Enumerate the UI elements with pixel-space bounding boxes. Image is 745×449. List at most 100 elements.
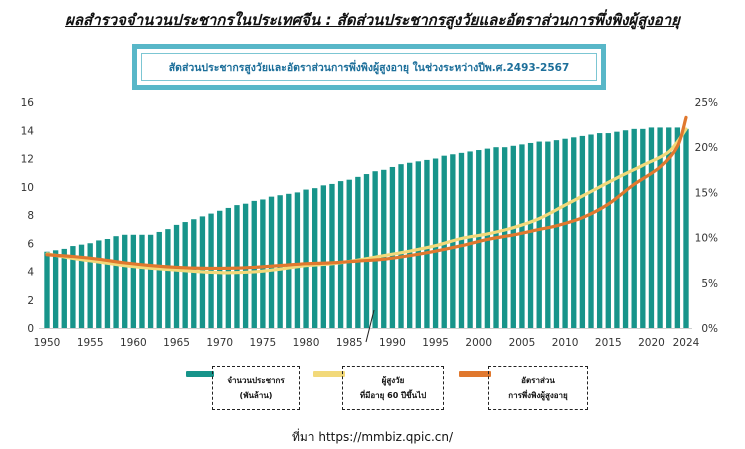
- population-bar-2007: [536, 141, 542, 328]
- population-bar-1999: [467, 151, 473, 328]
- legend-dependency-label-1: อัตราส่วน: [521, 376, 555, 385]
- y-right-tick-5: 5%: [701, 278, 718, 290]
- x-tick-1975: 1975: [250, 337, 277, 349]
- x-tick-1985: 1985: [336, 337, 363, 349]
- population-bar-1976: [268, 196, 275, 328]
- x-tick-1980: 1980: [293, 337, 320, 349]
- population-bar-1953: [70, 246, 76, 328]
- population-bar-1995: [432, 158, 439, 328]
- legend-population-label-1: จำนวนประชากร: [227, 376, 285, 385]
- x-tick-1955: 1955: [77, 337, 104, 349]
- population-bar-1963: [156, 231, 162, 328]
- y-left-tick-16: 16: [21, 97, 35, 109]
- population-bar-1986: [355, 176, 361, 328]
- population-bar-1957: [104, 239, 111, 328]
- population-bar-2024: [683, 128, 689, 328]
- population-bar-1979: [294, 192, 301, 328]
- population-bar-1960: [130, 234, 137, 328]
- population-bar-1982: [320, 185, 326, 328]
- population-bar-2018: [631, 128, 637, 328]
- population-bar-1959: [122, 234, 128, 328]
- population-bar-2012: [579, 135, 586, 328]
- population-chart: 0 2 4 6 8 10 12 14 16 0% 5% 10% 15% 20% 25% 1950 1955 196…: [21, 97, 718, 349]
- population-bar-1978: [286, 193, 292, 328]
- x-tick-1965: 1965: [163, 337, 190, 349]
- population-bar-2004: [510, 145, 516, 328]
- population-bar-2008: [545, 141, 551, 328]
- y-left-tick-8: 8: [27, 210, 34, 222]
- population-bar-1961: [139, 234, 145, 328]
- chart-lines: [45, 115, 688, 275]
- population-bar-1989: [381, 169, 387, 328]
- legend-elderly-label-2: ที่มีอายุ 60 ปีขึ้นไป: [359, 391, 427, 400]
- population-bar-2014: [596, 133, 603, 328]
- elderly-share-line: [45, 127, 688, 275]
- population-bar-2016: [614, 131, 620, 328]
- x-tick-1950: 1950: [34, 337, 61, 349]
- population-bar-1992: [407, 162, 413, 328]
- population-bar-1993: [415, 161, 421, 328]
- y-right-tick-10: 10%: [695, 233, 718, 245]
- population-bar-2000: [476, 150, 482, 328]
- x-tick-1970: 1970: [206, 337, 233, 349]
- population-bar-1977: [277, 195, 283, 328]
- y-left-tick-0: 0: [27, 323, 34, 335]
- legend-population-swatch: [186, 371, 214, 377]
- population-bar-1962: [147, 234, 154, 328]
- population-bar-2017: [622, 130, 629, 328]
- population-bar-1964: [165, 229, 171, 329]
- x-tick-1995: 1995: [422, 337, 449, 349]
- dependency-ratio-line: [45, 115, 688, 271]
- population-bar-2020: [648, 127, 655, 329]
- population-bar-1955: [87, 243, 93, 328]
- legend-population: จำนวนประชากร (พันล้าน): [212, 366, 300, 410]
- population-bar-2023: [674, 127, 681, 329]
- y-left-tick-12: 12: [21, 154, 34, 166]
- legend-elderly: ผู้สูงวัย ที่มีอายุ 60 ปีขึ้นไป: [342, 366, 444, 410]
- population-bar-1975: [260, 199, 266, 328]
- population-bar-1998: [458, 152, 465, 328]
- chart-title: สัดส่วนประชากรสูงวัยและอัตราส่วนการพึ่งพ…: [168, 61, 570, 74]
- population-bar-1983: [329, 183, 335, 328]
- population-bar-1980: [303, 189, 309, 328]
- population-bar-2015: [605, 133, 611, 328]
- legend-elderly-label-1: ผู้สูงวัย: [381, 376, 405, 385]
- population-bar-2022: [666, 127, 672, 329]
- population-bar-1958: [113, 236, 119, 328]
- x-tick-2015: 2015: [595, 337, 622, 349]
- chart-title-banner-inner: สัดส่วนประชากรสูงวัยและอัตราส่วนการพึ่งพ…: [141, 53, 597, 81]
- x-tick-2020: 2020: [638, 337, 665, 349]
- source-caption: ที่มา https://mmbiz.qpic.cn/: [291, 430, 454, 444]
- population-bar-1981: [312, 188, 318, 328]
- population-bar-1952: [61, 248, 67, 328]
- y-right-tick-20: 20%: [695, 142, 718, 154]
- y-left-tick-2: 2: [27, 295, 34, 307]
- population-bars: [44, 127, 689, 329]
- population-bar-1990: [389, 166, 396, 328]
- x-tick-1990: 1990: [379, 337, 406, 349]
- x-tick-2000: 2000: [465, 337, 492, 349]
- y-right-tick-25: 25%: [695, 97, 718, 109]
- population-bar-1951: [52, 250, 59, 328]
- x-tick-2005: 2005: [509, 337, 536, 349]
- population-bar-1950: [44, 251, 50, 328]
- y-left-tick-14: 14: [21, 125, 35, 137]
- population-bar-2019: [640, 128, 646, 328]
- y-right-tick-0: 0%: [701, 323, 718, 335]
- population-bar-1991: [398, 164, 404, 328]
- chart-axes: 0 2 4 6 8 10 12 14 16 0% 5% 10% 15% 20% 25% 1950 1955 196…: [21, 97, 718, 349]
- x-tick-1960: 1960: [120, 337, 147, 349]
- pointer-line: [365, 309, 375, 343]
- population-bar-1994: [424, 159, 430, 328]
- population-bar-1965: [173, 224, 180, 328]
- legend-dependency: อัตราส่วน การพึ่งพิงผู้สูงอายุ: [488, 366, 588, 410]
- chart-title-banner: สัดส่วนประชากรสูงวัยและอัตราส่วนการพึ่งพ…: [132, 44, 606, 90]
- population-bar-1966: [182, 222, 188, 328]
- population-bar-1984: [337, 181, 344, 328]
- population-bar-2010: [562, 138, 568, 328]
- population-bar-1967: [191, 219, 197, 328]
- page-title: ผลสำรวจจำนวนประชากรในประเทศจีน : สัดส่วน…: [65, 11, 680, 29]
- population-bar-1987: [363, 174, 370, 328]
- population-bar-2009: [553, 140, 560, 328]
- legend-dependency-label-2: การพึ่งพิงผู้สูงอายุ: [508, 391, 568, 400]
